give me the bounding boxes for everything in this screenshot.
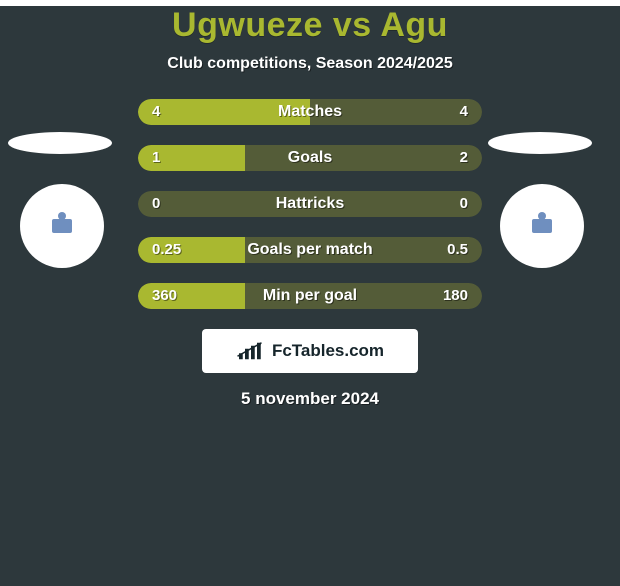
stat-right-value: 4 (460, 99, 468, 125)
stat-right-value: 180 (443, 283, 468, 309)
stat-label: Goals per match (138, 237, 482, 263)
stat-row: 0.25Goals per match0.5 (138, 237, 482, 263)
stat-right-value: 2 (460, 145, 468, 171)
stat-label: Matches (138, 99, 482, 125)
stat-row: 4Matches4 (138, 99, 482, 125)
subtitle: Club competitions, Season 2024/2025 (0, 55, 620, 73)
stat-right-value: 0.5 (447, 237, 468, 263)
stat-label: Goals (138, 145, 482, 171)
page-title: Ugwueze vs Agu (0, 6, 620, 45)
stat-row: 0Hattricks0 (138, 191, 482, 217)
stat-right-value: 0 (460, 191, 468, 217)
brand-box[interactable]: FcTables.com (202, 329, 418, 373)
comparison-rows: 4Matches4 1Goals2 0Hattricks0 0.25Goals per… (138, 99, 482, 309)
stat-label: Hattricks (138, 191, 482, 217)
stat-label: Min per goal (138, 283, 482, 309)
stat-row: 1Goals2 (138, 145, 482, 171)
bar-chart-icon (236, 341, 266, 361)
brand-text: FcTables.com (272, 341, 384, 361)
stat-row: 360Min per goal180 (138, 283, 482, 309)
date-label: 5 november 2024 (0, 389, 620, 409)
